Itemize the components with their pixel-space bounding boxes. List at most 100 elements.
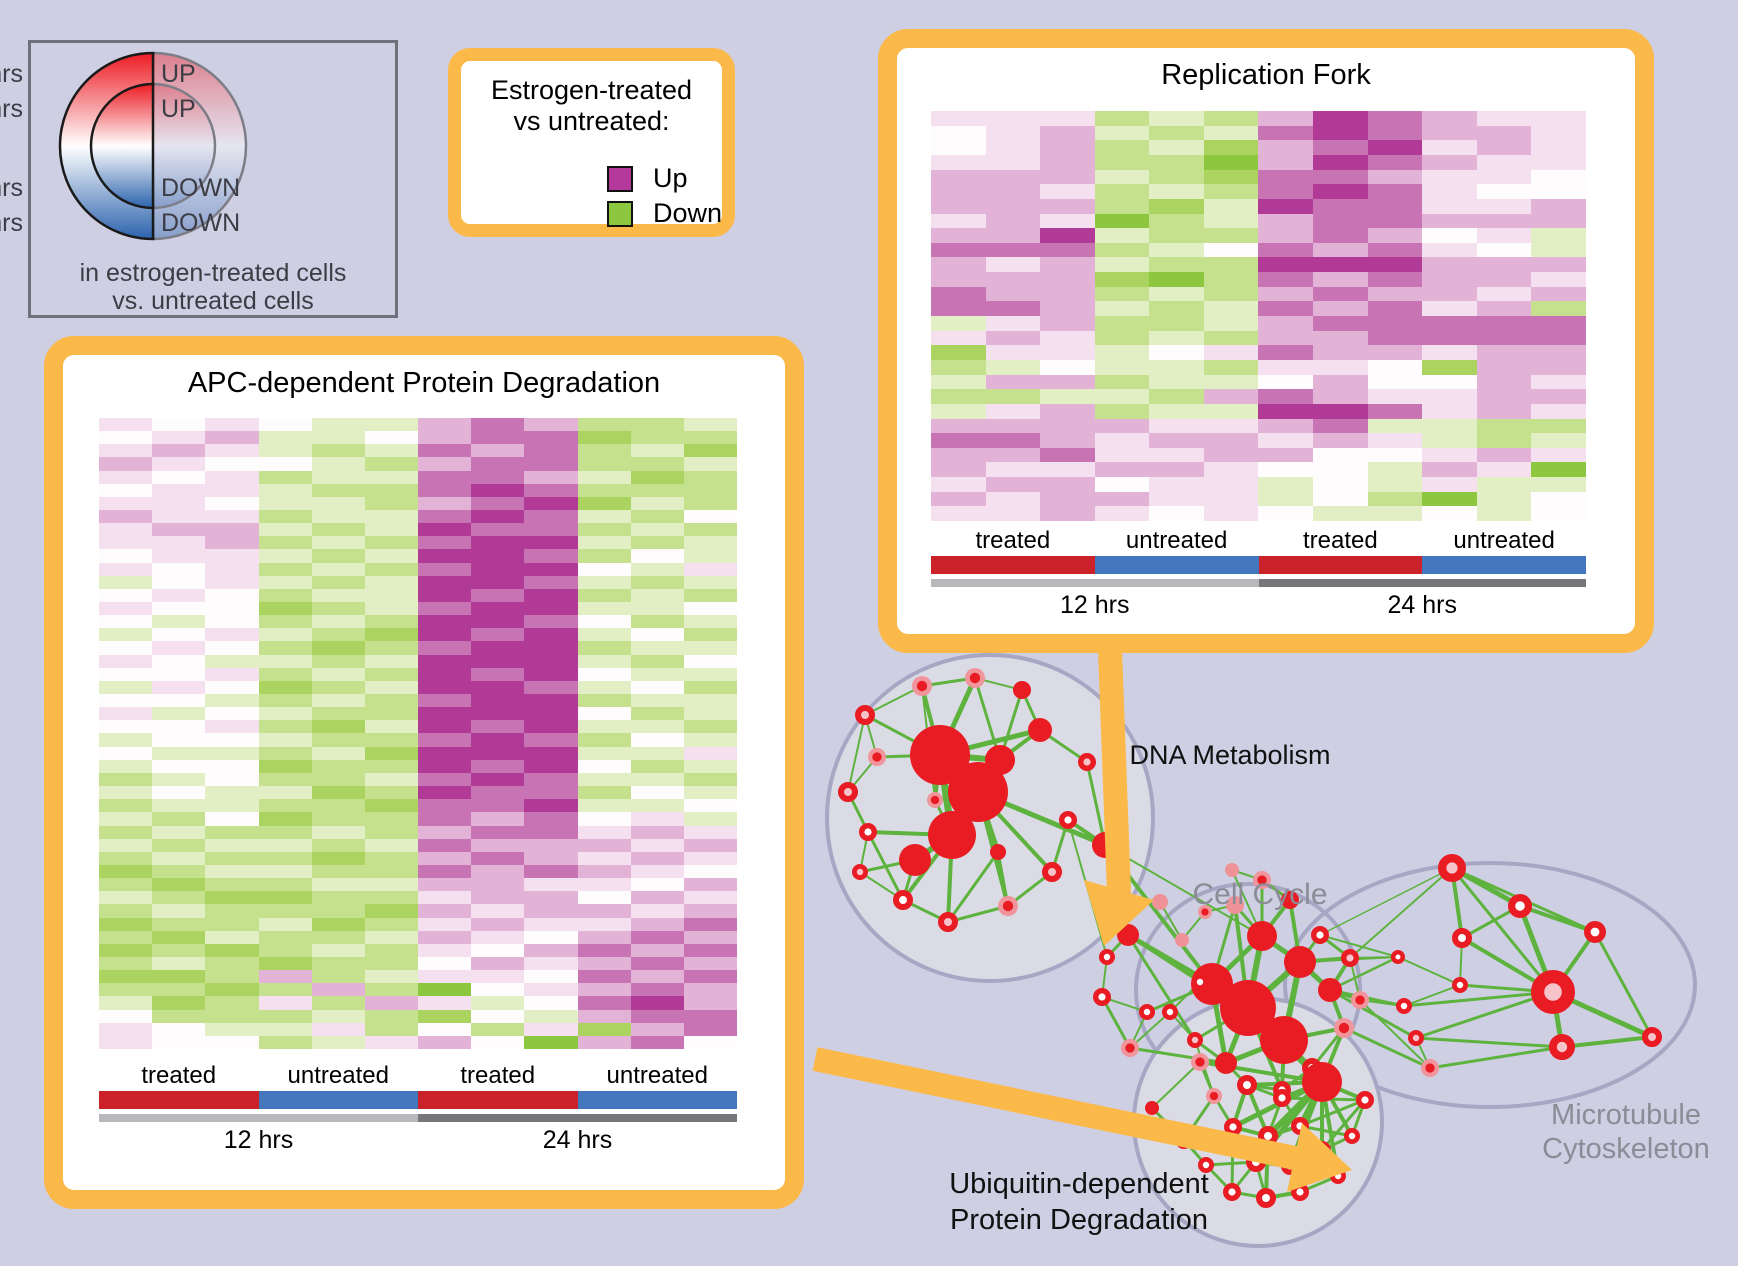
heatmap-cell [1367,403,1423,419]
heatmap-cell [311,1035,365,1049]
heatmap-cell [258,812,312,826]
heatmap-cell [418,523,472,537]
heatmap-cell [630,917,684,931]
heatmap-cell [931,111,986,126]
heatmap-cell [931,125,986,141]
heatmap-cell [1040,154,1095,170]
up-color-swatch [607,165,633,192]
heatmap-cell [683,431,737,445]
heatmap-cell [630,851,684,865]
heatmap-cell [471,1035,525,1049]
heatmap-cell [1476,462,1532,478]
heatmap-cell [311,904,365,918]
heatmap-cell [311,970,365,984]
heatmap-cell [152,917,206,931]
heatmap-cell [99,1035,153,1049]
heatmap-cell [577,746,631,760]
legend-direction: DOWN [161,174,241,202]
heatmap-cell [1422,301,1477,316]
heatmap-cell [1149,257,1204,273]
heatmap-cell [364,628,418,642]
heatmap-cell [1313,491,1368,507]
network-edge [1397,956,1461,986]
network-node [1344,1128,1361,1145]
heatmap-cell [205,891,259,905]
heatmap-cell [418,891,472,905]
heatmap-cell [1422,477,1477,492]
heatmap-cell [1422,154,1477,170]
heatmap-cell [630,970,684,984]
network-edge [1343,1026,1431,1070]
heatmap-cell [364,983,418,997]
heatmap-cell [683,943,737,957]
heatmap-cell [577,588,631,603]
heatmap-cell [577,483,631,497]
heatmap-cell [364,536,418,550]
heatmap-cell [1040,198,1095,214]
heatmap-cell [1367,374,1423,390]
heatmap-cell [1149,462,1204,478]
heatmap-cell [1367,389,1423,404]
heatmap-cell [258,628,312,642]
heatmap-cell [258,483,312,497]
heatmap-cell [931,272,986,287]
heatmap-cell [1258,359,1314,375]
heatmap-cell [577,549,631,563]
heatmap-cell [1422,169,1477,185]
heatmap-cell [364,457,418,471]
heatmap-cell [683,418,737,432]
heatmap-cell [205,496,259,511]
network-node [1530,969,1575,1014]
heatmap-cell [577,1009,631,1023]
heatmap-cell [1149,140,1204,155]
network-node [1280,1156,1299,1175]
group-color-bar [99,1091,259,1109]
network-node [1258,1126,1278,1146]
heatmap-cell [1422,272,1477,287]
heatmap-cell [1094,140,1150,155]
heatmap-cell [152,654,206,668]
heatmap-cell [1531,257,1586,273]
time-label: 24 hrs [542,1126,613,1154]
heatmap-cell [418,575,472,589]
heatmap-cell [931,462,986,478]
heatmap-cell [985,140,1041,155]
heatmap-cell [524,1009,578,1023]
time-label: 12 hrs [1060,591,1130,619]
heatmap-cell [524,549,578,563]
heatmap-cell [524,917,578,931]
heatmap-cell [152,864,206,879]
heatmap-cell [1040,140,1095,155]
heatmap-cell [258,759,312,773]
heatmap-cell [99,588,153,603]
heatmap-cell [205,588,259,603]
network-node [859,823,878,842]
heatmap-cell [99,746,153,760]
heatmap-cell [418,602,472,616]
heatmap-cell [152,878,206,892]
heatmap-cell [1040,169,1095,185]
heatmap-cell [577,970,631,984]
heatmap-cell [577,851,631,865]
heatmap-cell [524,667,578,681]
cluster-microtubule-cytoskeleton [1283,861,1697,1109]
heatmap-cell [99,602,153,616]
heatmap-cell [205,799,259,813]
heatmap-cell [1258,169,1314,185]
heatmap-cell [630,956,684,971]
heatmap-cell [1094,447,1150,463]
heatmap-cell [931,359,986,375]
group-label: untreated [287,1062,389,1089]
heatmap-cell [311,483,365,497]
network-node [1215,1052,1237,1074]
heatmap-cell [471,418,525,432]
heatmap-cell [311,851,365,865]
heatmap-cell [931,477,986,492]
heatmap-cell [418,536,472,550]
heatmap-cell [471,864,525,879]
heatmap-cell [1203,228,1259,243]
heatmap-cell [1422,359,1477,375]
heatmap-cell [99,930,153,944]
heatmap-cell [1258,125,1314,141]
heatmap-cell [1094,198,1150,214]
